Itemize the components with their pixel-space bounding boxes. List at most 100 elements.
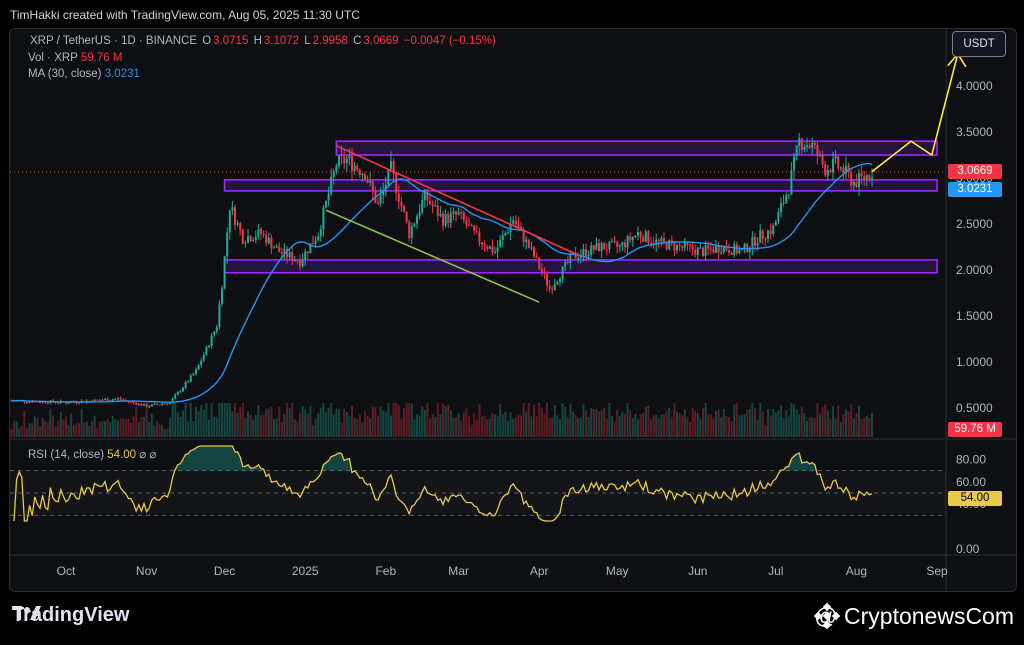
volume-bar bbox=[33, 416, 36, 437]
candle-body bbox=[434, 205, 437, 207]
volume-bar bbox=[213, 417, 216, 437]
legend-high: 3.1072 bbox=[263, 35, 300, 47]
candle-body bbox=[174, 394, 177, 399]
volume-bar bbox=[423, 409, 426, 437]
candle-body bbox=[379, 195, 382, 204]
candle-body bbox=[267, 237, 270, 244]
candle-body bbox=[106, 399, 109, 401]
candle-body bbox=[163, 403, 166, 405]
candle-body bbox=[221, 288, 223, 304]
candle-body bbox=[301, 259, 304, 267]
volume-bar bbox=[410, 403, 413, 437]
volume-bar bbox=[712, 418, 715, 437]
volume-bar bbox=[59, 412, 62, 437]
candle-body bbox=[660, 238, 663, 242]
candle-body bbox=[377, 202, 379, 204]
candle-body bbox=[746, 243, 749, 253]
candle-body bbox=[78, 402, 80, 404]
tradingview-icon bbox=[12, 606, 41, 620]
candle-body bbox=[533, 247, 535, 257]
candle-body bbox=[733, 244, 736, 255]
legend-rsi[interactable]: RSI (14, close) 54.00 ⌀ ⌀ bbox=[28, 447, 156, 461]
volume-bar bbox=[171, 403, 174, 437]
legend-volume[interactable]: Vol · XRP 59.76 M bbox=[28, 52, 122, 64]
volume-bar bbox=[197, 411, 200, 437]
legend-open: 3.0715 bbox=[213, 35, 249, 47]
volume-bar bbox=[691, 408, 694, 437]
candle-body bbox=[642, 237, 645, 242]
candle-body bbox=[522, 229, 525, 243]
volume-bar bbox=[616, 410, 619, 437]
volume-bar bbox=[301, 406, 304, 437]
candle-body bbox=[403, 205, 405, 212]
volume-bar bbox=[863, 418, 866, 437]
candle-body bbox=[148, 406, 151, 408]
candle-body bbox=[527, 239, 530, 248]
volume-bar bbox=[413, 419, 416, 437]
volume-bar bbox=[418, 415, 421, 437]
tradingview-logo[interactable]: TradingView bbox=[12, 604, 129, 627]
candle-body bbox=[845, 165, 847, 174]
legend-ma-value: 3.0231 bbox=[104, 68, 140, 80]
volume-badge: 59.76 M bbox=[948, 422, 1002, 437]
candle-body bbox=[166, 403, 169, 405]
legend-volume-value: 59.76 M bbox=[80, 52, 123, 64]
candle-body bbox=[626, 236, 629, 248]
volume-bar bbox=[803, 413, 806, 437]
volume-bar bbox=[868, 418, 871, 437]
volume-bar bbox=[335, 409, 338, 437]
volume-bar bbox=[574, 414, 577, 437]
volume-bar bbox=[345, 411, 348, 437]
volume-bar bbox=[202, 409, 205, 437]
volume-bar bbox=[860, 418, 863, 437]
candle-body bbox=[540, 268, 543, 273]
legend-symbol[interactable]: XRP / TetherUS · 1D · BINANCE bbox=[30, 35, 198, 47]
volume-bar bbox=[408, 403, 411, 437]
candle-body bbox=[226, 232, 229, 257]
volume-bar bbox=[416, 414, 418, 437]
currency-button[interactable]: USDT bbox=[952, 31, 1006, 57]
volume-bar bbox=[317, 413, 320, 437]
candle-body bbox=[293, 260, 296, 262]
chart-canvas[interactable]: 4.00003.50003.00002.50002.00001.50001.00… bbox=[10, 29, 1016, 591]
candle-body bbox=[223, 256, 226, 289]
candle-body bbox=[852, 182, 855, 186]
volume-bar bbox=[754, 408, 756, 437]
volume-bar bbox=[278, 406, 281, 437]
candle-body bbox=[132, 401, 135, 403]
candle-body bbox=[858, 173, 860, 187]
candle-body bbox=[780, 203, 782, 212]
legend-ma[interactable]: MA (30, close) 3.0231 bbox=[28, 68, 140, 80]
volume-bar bbox=[195, 406, 197, 437]
volume-bar bbox=[124, 419, 127, 437]
candle-body bbox=[257, 229, 260, 237]
volume-bar bbox=[293, 419, 296, 437]
volume-bar bbox=[67, 425, 70, 437]
candle-body bbox=[595, 243, 598, 250]
candle-body bbox=[871, 177, 873, 180]
candle-body bbox=[709, 248, 712, 250]
chart-panel[interactable]: 4.00003.50003.00002.50002.00001.50001.00… bbox=[9, 28, 1017, 592]
candle-body bbox=[335, 166, 338, 172]
candle-body bbox=[288, 252, 291, 258]
volume-bar bbox=[769, 415, 772, 437]
volume-bar bbox=[598, 411, 600, 437]
time-axis-label: Nov bbox=[136, 564, 157, 578]
volume-bar bbox=[673, 403, 676, 437]
candle-body bbox=[738, 249, 741, 254]
projection-arrow bbox=[871, 53, 959, 173]
legend-rsi-icons[interactable]: ⌀ ⌀ bbox=[139, 449, 157, 461]
volume-bar bbox=[444, 405, 447, 437]
candle-body bbox=[314, 240, 317, 244]
candle-body bbox=[31, 401, 34, 403]
volume-bar bbox=[101, 421, 104, 437]
candle-body bbox=[676, 244, 678, 251]
candle-body bbox=[348, 156, 351, 159]
volume-bar bbox=[553, 405, 556, 437]
candle-body bbox=[130, 401, 132, 403]
candle-body bbox=[460, 212, 463, 214]
volume-bar bbox=[296, 421, 299, 437]
volume-bar bbox=[733, 404, 736, 437]
volume-bar bbox=[98, 421, 101, 437]
volume-bar bbox=[832, 406, 834, 437]
